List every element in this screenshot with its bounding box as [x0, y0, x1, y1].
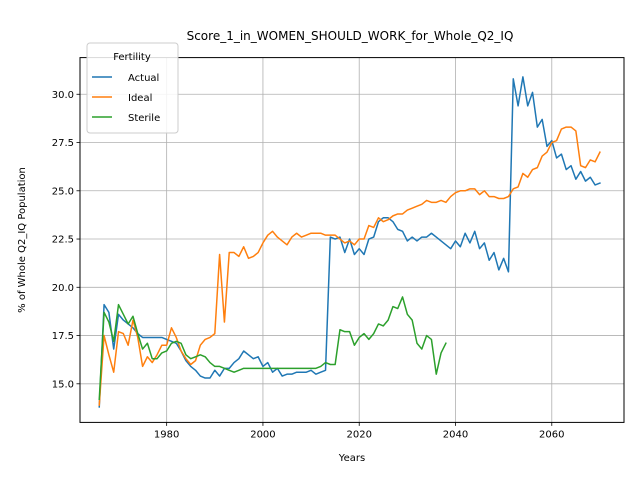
series-line-ideal: [98, 126, 601, 406]
y-tick-label: 22.5: [52, 235, 74, 246]
x-tick-label: 2000: [250, 429, 275, 440]
legend-label-actual: Actual: [128, 73, 159, 84]
x-tick-label: 2020: [346, 429, 371, 440]
y-tick-label: 20.0: [52, 283, 74, 294]
chart-title: Score_1_in_WOMEN_SHOULD_WORK_for_Whole_Q…: [187, 29, 514, 43]
legend-items: Actual Ideal Sterile: [92, 73, 160, 124]
y-tick-label: 30.0: [52, 90, 74, 101]
legend: Fertility Actual Ideal Sterile: [86, 42, 179, 134]
series-line-sterile: [98, 296, 447, 401]
y-tick-label: 15.0: [52, 379, 74, 390]
legend-label-ideal: Ideal: [128, 93, 152, 104]
x-axis: 1980 2000 2020 2040 2060: [154, 422, 565, 440]
x-axis-label: Years: [338, 453, 365, 464]
legend-title: Fertility: [113, 52, 151, 63]
y-axis-label: % of Whole Q2_IQ Population: [17, 167, 28, 313]
y-tick-label: 27.5: [52, 138, 74, 149]
plot-frame: [79, 57, 625, 423]
y-tick-label: 25.0: [52, 186, 74, 197]
y-axis: 15.0 17.5 20.0 22.5 25.0 27.5 30.0: [52, 90, 80, 390]
legend-label-sterile: Sterile: [128, 113, 160, 124]
x-tick-label: 2060: [539, 429, 564, 440]
series-layer: [98, 76, 601, 408]
x-tick-label: 1980: [154, 429, 179, 440]
y-tick-label: 17.5: [52, 331, 74, 342]
x-tick-label: 2040: [443, 429, 468, 440]
legend-box: [86, 42, 179, 134]
